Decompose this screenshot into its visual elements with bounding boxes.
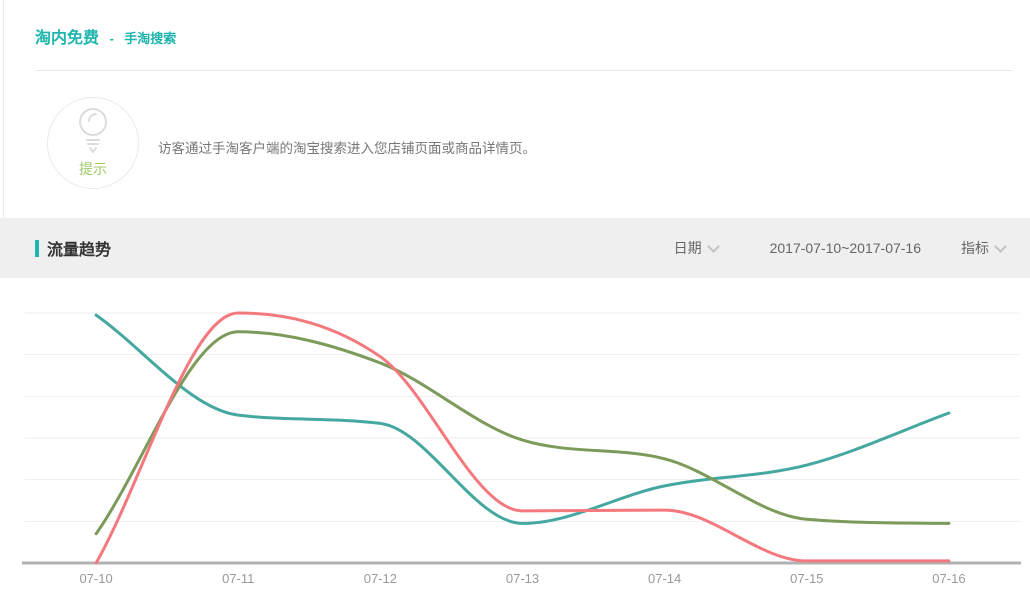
page-title-main: 淘内免费 — [35, 30, 100, 47]
lightbulb-icon — [79, 108, 107, 153]
series-line-teal — [94, 313, 951, 525]
tip-label: 提示 — [79, 161, 107, 177]
traffic-trend-section-header: 流量趋势 日期 2017-07-10~2017-07-16 指标 — [0, 218, 1030, 278]
metric-filter-label: 指标 — [961, 240, 989, 256]
x-tick-label: 07-13 — [506, 571, 539, 586]
tip-badge: 提示 — [47, 97, 139, 189]
x-tick-label: 07-12 — [364, 571, 397, 586]
section-accent-bar — [35, 239, 39, 257]
date-filter-dropdown[interactable]: 日期 — [673, 238, 720, 258]
x-tick-label: 07-16 — [932, 571, 965, 586]
x-tick-label: 07-15 — [790, 571, 823, 586]
x-tick-label: 07-11 — [222, 571, 254, 586]
series-line-green — [94, 330, 951, 536]
chevron-down-icon — [706, 239, 720, 253]
date-range-value[interactable]: 2017-07-10~2017-07-16 — [769, 240, 921, 256]
metric-filter-dropdown[interactable]: 指标 — [961, 238, 1007, 258]
page-title-separator: - — [109, 31, 114, 46]
x-tick-label: 07-14 — [648, 571, 681, 586]
date-filter-label: 日期 — [673, 240, 702, 256]
section-title: 流量趋势 — [47, 242, 112, 259]
tip-text: 访客通过手淘客户端的淘宝搜索进入您店铺页面或商品详情页。 — [158, 141, 536, 156]
x-tick-label: 07-10 — [79, 571, 112, 586]
traffic-trend-chart: 07-10 07-11 07-12 07-13 07-14 07-15 07-16 — [22, 311, 1021, 586]
page-title-sub: 手淘搜索 — [124, 31, 177, 46]
traffic-trend-chart-panel: 07-10 07-11 07-12 07-13 07-14 07-15 07-16 — [0, 278, 1030, 603]
page-title: 淘内免费 - 手淘搜索 — [35, 24, 176, 48]
series-line-red — [94, 311, 951, 565]
header-divider — [35, 70, 1013, 71]
chevron-down-icon — [994, 239, 1007, 253]
